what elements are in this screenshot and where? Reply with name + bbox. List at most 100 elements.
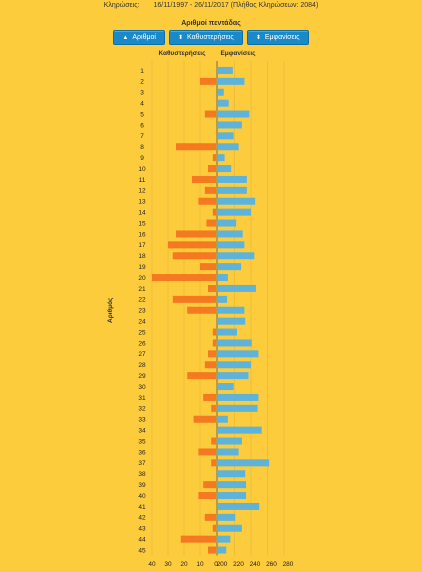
appearance-bar xyxy=(218,66,233,74)
delay-bar xyxy=(193,415,216,423)
delay-bar xyxy=(212,208,216,216)
category-label: 30 xyxy=(138,384,146,391)
appearance-bar xyxy=(218,230,243,238)
delay-bar xyxy=(212,339,216,347)
y-axis-title: Αριθμός xyxy=(107,297,114,323)
category-label: 16 xyxy=(138,231,146,238)
x-tick-label: 20 xyxy=(180,561,188,568)
category-label: 4 xyxy=(140,100,144,107)
category-label: 12 xyxy=(138,188,146,195)
appearance-bar xyxy=(218,524,242,532)
sort-appearances-label: Εμφανίσεις xyxy=(264,34,300,41)
draws-label: Κληρώσεις: xyxy=(103,2,140,9)
category-label: 43 xyxy=(138,526,146,533)
appearance-bar xyxy=(218,448,239,456)
appearance-bar xyxy=(218,186,247,194)
sort-numbers-button[interactable]: ▲ Αριθμοί xyxy=(113,30,165,45)
delay-bar xyxy=(172,252,216,260)
category-label: 13 xyxy=(138,199,146,206)
delay-bar xyxy=(212,154,216,162)
delay-bar xyxy=(204,513,216,521)
category-label: 18 xyxy=(138,253,146,260)
x-tick-label: 40 xyxy=(148,561,156,568)
appearance-bar xyxy=(218,121,242,129)
appearance-bar xyxy=(218,426,262,434)
appearance-bar xyxy=(218,219,237,227)
x-tick-label: 240 xyxy=(250,561,261,568)
right-panel-title: Εμφανίσεις xyxy=(220,50,256,57)
appearance-bar xyxy=(218,502,260,510)
appearance-bar xyxy=(218,459,270,467)
delay-bar xyxy=(211,437,216,445)
appearance-bar xyxy=(218,99,229,107)
appearance-bar xyxy=(218,88,224,96)
delay-bar xyxy=(204,186,216,194)
appearance-bar xyxy=(218,415,228,423)
delay-bar xyxy=(206,219,216,227)
x-tick-label: 10 xyxy=(196,561,204,568)
appearance-bar xyxy=(218,328,237,336)
category-label: 3 xyxy=(140,90,144,97)
category-label: 39 xyxy=(138,482,146,489)
category-label: 2 xyxy=(140,79,144,86)
delay-bar xyxy=(208,284,216,292)
appearance-bar xyxy=(218,165,232,173)
category-label: 34 xyxy=(138,427,146,434)
category-label: 31 xyxy=(138,395,146,402)
delay-bar xyxy=(198,492,216,500)
appearance-bar xyxy=(218,546,227,554)
category-label: 24 xyxy=(138,318,146,325)
category-label: 20 xyxy=(138,275,146,282)
delay-bar xyxy=(168,241,216,249)
appearance-bar xyxy=(218,252,255,260)
category-label: 40 xyxy=(138,493,146,500)
delay-bar xyxy=(200,77,216,85)
delay-bar xyxy=(212,328,216,336)
category-label: 22 xyxy=(138,297,146,304)
delay-bar xyxy=(198,448,216,456)
category-label: 37 xyxy=(138,460,146,467)
sort-appearances-button[interactable]: ⬍ Εμφανίσεις xyxy=(246,30,309,45)
delay-bar xyxy=(192,175,216,183)
category-label: 29 xyxy=(138,373,146,380)
x-tick-label: 260 xyxy=(266,561,277,568)
appearance-bar xyxy=(218,393,259,401)
category-label: 32 xyxy=(138,406,146,413)
category-label: 36 xyxy=(138,449,146,456)
category-label: 7 xyxy=(140,133,144,140)
delay-bar xyxy=(172,295,216,303)
category-label: 10 xyxy=(138,166,146,173)
appearance-bar xyxy=(218,481,247,489)
sort-delays-button[interactable]: ⬍ Καθυστερήσεις xyxy=(168,30,243,45)
appearance-bar xyxy=(218,143,239,151)
left-panel-title: Καθυστερήσεις xyxy=(159,50,207,57)
appearance-bar xyxy=(218,317,246,325)
appearance-bar xyxy=(218,350,259,358)
delay-bar xyxy=(176,230,216,238)
category-label: 27 xyxy=(138,351,146,358)
category-label: 26 xyxy=(138,340,146,347)
delay-bar xyxy=(203,481,216,489)
x-tick-label: 280 xyxy=(283,561,294,568)
appearance-bar xyxy=(218,404,258,412)
category-label: 28 xyxy=(138,362,146,369)
delay-bar xyxy=(152,274,216,282)
delay-bar xyxy=(180,535,216,543)
delay-bar xyxy=(208,350,216,358)
appearance-bar xyxy=(218,284,256,292)
appearance-bar xyxy=(218,197,256,205)
delay-bar xyxy=(204,361,216,369)
delay-bar xyxy=(204,110,216,118)
appearance-bar xyxy=(218,241,245,249)
sort-numbers-label: Αριθμοί xyxy=(132,34,156,41)
delay-bar xyxy=(208,165,216,173)
delay-bar xyxy=(200,263,216,271)
category-label: 42 xyxy=(138,515,146,522)
appearance-bar xyxy=(218,77,245,85)
appearance-bar xyxy=(218,383,234,391)
appearance-bar xyxy=(218,175,247,183)
appearance-bar xyxy=(218,437,242,445)
delay-bar xyxy=(203,393,216,401)
appearance-bar xyxy=(218,306,245,314)
appearance-bar xyxy=(218,470,246,478)
